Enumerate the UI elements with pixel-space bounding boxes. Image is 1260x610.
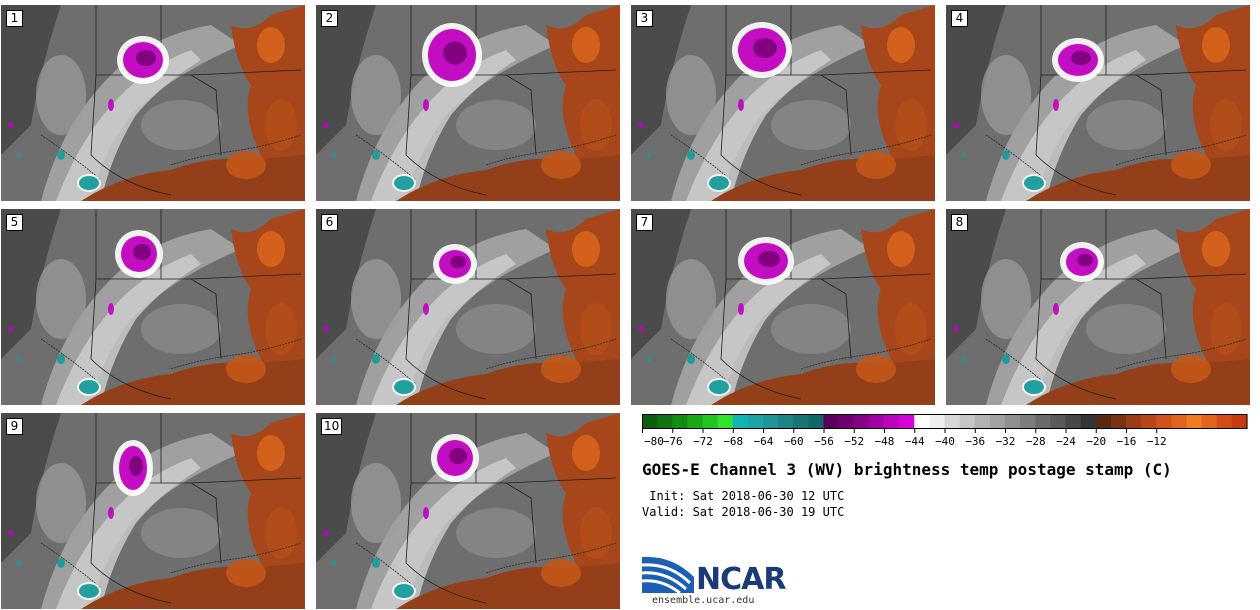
colorbar-swatch [1080,415,1097,428]
colorbar-swatch [687,415,704,428]
colorbar-swatch [929,415,946,428]
colorbar-tick-label: −52 [844,435,864,448]
colorbar-tick-label: −32 [996,435,1016,448]
colorbar-swatch [1171,415,1188,428]
colorbar-swatch [1005,415,1021,428]
stamp-panel-7: 7 [631,209,935,405]
colorbar-tick-label: −24 [1056,435,1076,448]
wv-map-3 [631,5,935,201]
colorbar-swatch [1095,415,1112,428]
colorbar-swatch [899,415,915,428]
colorbar-swatch [1020,415,1036,428]
wv-map-2 [316,5,620,201]
panel-number-3: 3 [636,10,653,27]
colorbar-swatch [747,415,764,428]
colorbar-swatch [672,415,688,428]
stamp-panel-8: 8 [946,209,1250,405]
ncar-url: ensemble.ucar.edu [652,595,755,606]
colorbar-frame [642,414,1248,429]
panel-number-1: 1 [6,10,23,27]
colorbar-swatch [717,415,734,428]
colorbar-swatch [702,415,719,428]
colorbar-swatch [1141,415,1157,428]
colorbar-swatch [1156,415,1172,428]
wv-map-6 [316,209,620,405]
stamp-panel-5: 5 [1,209,305,405]
colorbar-tick-label: −64 [754,435,774,448]
colorbar-tick-label: −36 [965,435,985,448]
colorbar-swatch [808,415,825,428]
stamp-panel-2: 2 [316,5,620,201]
colorbar-tick-label: −72 [693,435,713,448]
colorbar-swatch [1201,415,1218,428]
wv-map-9 [1,413,305,609]
colorbar-swatch [989,415,1006,428]
colorbar-swatch [778,415,794,428]
colorbar-swatch [657,415,673,428]
colorbar-swatch [1050,415,1067,428]
colorbar-swatch [1035,415,1051,428]
colorbar-swatch [1216,415,1233,428]
colorbar-tick-label: −80 [644,435,664,448]
colorbar-swatch [823,415,840,428]
wv-map-7 [631,209,935,405]
stamp-panel-4: 4 [946,5,1250,201]
colorbar-swatch [642,415,658,428]
colorbar-swatch [1065,415,1082,428]
stamp-panel-1: 1 [1,5,305,201]
colorbar-tick-label: −16 [1117,435,1137,448]
colorbar-swatch [868,415,885,428]
colorbar-tick-label: −60 [784,435,804,448]
colorbar-tick-label: −40 [935,435,955,448]
wv-map-8 [946,209,1250,405]
colorbar-tick-label: −44 [905,435,925,448]
colorbar-swatch [1126,415,1142,428]
colorbar-swatch [763,415,779,428]
panel-number-6: 6 [321,214,338,231]
colorbar-swatch [944,415,961,428]
colorbar-swatch [884,415,900,428]
colorbar-swatch [793,415,809,428]
figure-title: GOES-E Channel 3 (WV) brightness temp po… [642,460,1172,479]
colorbar-swatch [1110,415,1127,428]
ncar-logo-icon [642,556,694,595]
colorbar-tick-label: −28 [1026,435,1046,448]
stamp-panel-10: 10 [316,413,620,609]
colorbar-swatch [853,415,870,428]
colorbar-tick-label: −48 [875,435,895,448]
panel-number-7: 7 [636,214,653,231]
colorbar-tick-label: −76 [663,435,683,448]
wv-map-1 [1,5,305,201]
panel-number-5: 5 [6,214,23,231]
panel-number-2: 2 [321,10,338,27]
colorbar-swatch [974,415,991,428]
ncar-logo-text: NCAR [696,562,786,597]
wv-map-10 [316,413,620,609]
init-time: Init: Sat 2018-06-30 12 UTC [642,489,845,503]
colorbar-tick-label: −56 [814,435,834,448]
colorbar-swatch [1231,415,1248,428]
panel-number-9: 9 [6,418,23,435]
colorbar-tick-label: −68 [723,435,743,448]
stamp-panel-3: 3 [631,5,935,201]
colorbar-swatch [732,415,749,428]
stamp-panel-9: 9 [1,413,305,609]
colorbar-swatch [959,415,976,428]
wv-map-5 [1,209,305,405]
valid-time: Valid: Sat 2018-06-30 19 UTC [642,505,845,519]
colorbar-swatch [914,415,930,428]
stamp-panel-6: 6 [316,209,620,405]
panel-number-8: 8 [951,214,968,231]
temperature-colorbar: −80−76 −72 −68 −64 −60 −56 −52 −48 −44 −40 −36 −32−… [642,414,1248,448]
colorbar-swatch [1186,415,1203,428]
panel-number-10: 10 [321,418,343,435]
colorbar-tick-label: −20 [1086,435,1106,448]
colorbar-swatch [838,415,855,428]
panel-number-4: 4 [951,10,968,27]
wv-map-4 [946,5,1250,201]
colorbar-tick-label: −12 [1147,435,1167,448]
